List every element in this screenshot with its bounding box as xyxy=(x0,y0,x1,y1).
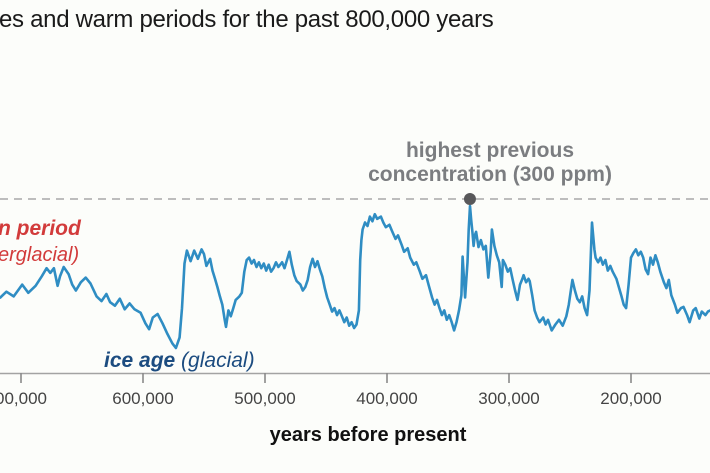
x-tick-label: 500,000 xyxy=(234,389,296,408)
ice-age-label-bold: ice age xyxy=(104,349,176,372)
ice-age-label-paren: (glacial) xyxy=(175,349,255,372)
peak-annotation-line1: highest previous xyxy=(405,139,575,162)
peak-annotation-line2: concentration (300 ppm) xyxy=(368,163,612,186)
co2-concentration-line xyxy=(0,204,710,350)
x-tick-label: 200,000 xyxy=(600,389,662,408)
warm-period-label-line1: n period xyxy=(0,217,81,240)
x-axis-title: years before present xyxy=(269,424,467,446)
warm-period-label: n period erglacial) xyxy=(0,216,81,268)
peak-annotation: highest previous concentration (300 ppm) xyxy=(368,139,612,187)
x-tick-label: 00,000 xyxy=(0,389,47,408)
x-tick-label: 300,000 xyxy=(478,389,540,408)
warm-period-label-line2: erglacial) xyxy=(0,244,80,266)
x-tick-label: 600,000 xyxy=(112,389,174,408)
ice-age-label: ice age (glacial) xyxy=(104,349,255,373)
x-axis-ticks xyxy=(20,373,632,383)
peak-marker-dot xyxy=(463,193,476,205)
chart-title: es and warm periods for the past 800,000… xyxy=(0,6,494,33)
x-tick-label: 400,000 xyxy=(356,389,418,408)
